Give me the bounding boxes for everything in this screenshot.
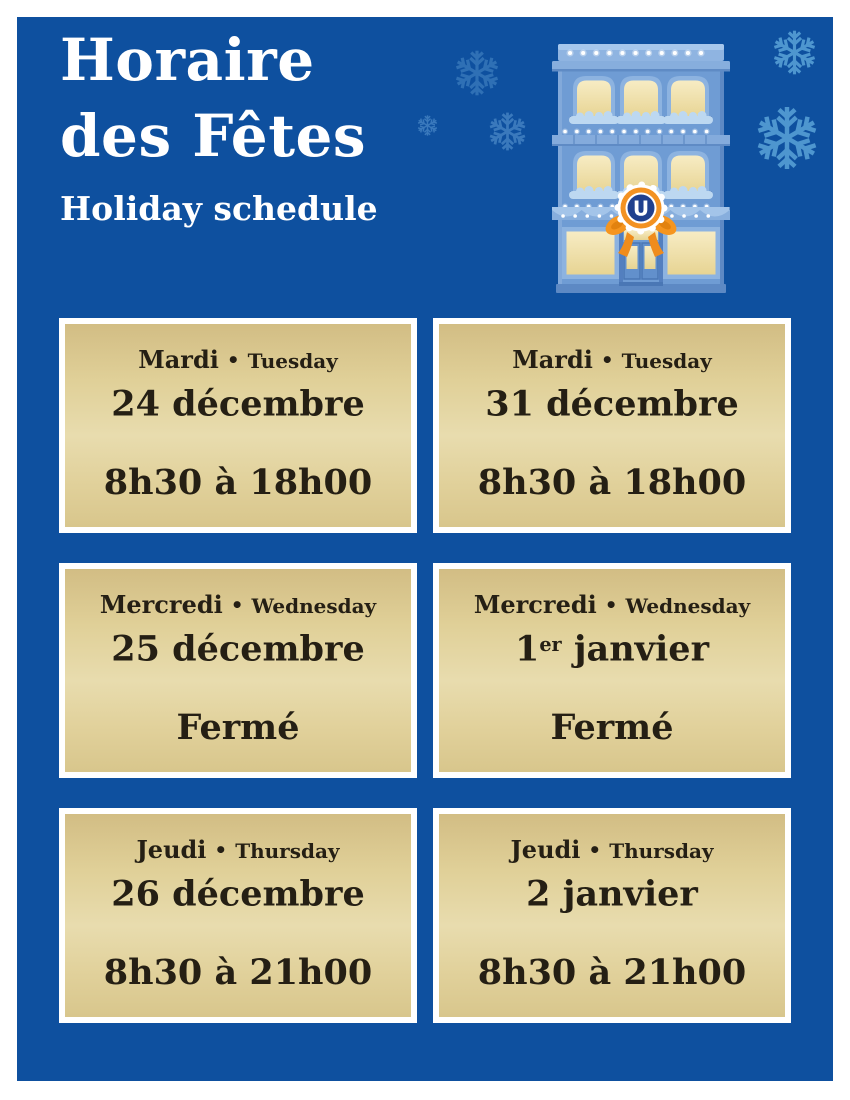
card-day-line: Mardi • Tuesday [138,345,338,376]
bullet-separator: • [588,838,602,862]
card-date: 24 décembre [111,383,365,425]
card-date: 2 janvier [526,873,698,915]
snowflake-icon [454,50,500,96]
day-french: Mardi [512,345,593,374]
day-english: Tuesday [247,349,338,373]
day-french: Mercredi [473,590,597,619]
card-hours: 8h30 à 18h00 [103,462,373,503]
card-day-line: Mercredi • Wednesday [100,590,376,621]
snowflake-icon [772,30,817,75]
day-french: Jeudi [136,835,207,864]
bullet-separator: • [604,593,618,617]
day-french: Jeudi [510,835,581,864]
bullet-separator: • [226,348,240,372]
card-hours: 8h30 à 21h00 [477,952,747,993]
day-french: Mercredi [99,590,223,619]
card-day-line: Mardi • Tuesday [512,345,712,376]
schedule-card: Jeudi • Thursday 26 décembre 8h30 à 21h00 [59,808,417,1023]
card-date: 31 décembre [485,383,739,425]
day-english: Wednesday [625,594,751,618]
day-english: Thursday [609,839,714,863]
day-english: Tuesday [621,349,712,373]
schedule-card: Jeudi • Thursday 2 janvier 8h30 à 21h00 [433,808,791,1023]
schedule-card: Mardi • Tuesday 24 décembre 8h30 à 18h00 [59,318,417,533]
bullet-separator: • [600,348,614,372]
poster-subtitle: Holiday schedule [60,189,378,228]
poster-title-line2: des Fêtes [60,102,367,170]
card-date: 1er janvier [514,628,710,670]
storefront-illustration: U [552,44,730,293]
card-hours: 8h30 à 21h00 [103,952,373,993]
schedule-card: Mardi • Tuesday 31 décembre 8h30 à 18h00 [433,318,791,533]
poster-title-line1: Horaire [60,26,315,94]
day-english: Thursday [235,839,340,863]
bullet-separator: • [230,593,244,617]
card-hours: Fermé [176,707,300,748]
schedule-card: Mercredi • Wednesday 25 décembre Fermé [59,563,417,778]
card-day-line: Mercredi • Wednesday [474,590,750,621]
snowflake-icon [755,106,819,170]
poster-header: Horaire des Fêtes Holiday schedule [60,22,378,229]
bullet-separator: • [214,838,228,862]
card-day-line: Jeudi • Thursday [136,835,339,866]
day-french: Mardi [138,345,219,374]
schedule-card: Mercredi • Wednesday 1er janvier Fermé [433,563,791,778]
card-date: 25 décembre [111,628,365,670]
card-date: 26 décembre [111,873,365,915]
snowflake-icon [488,112,527,151]
card-day-line: Jeudi • Thursday [510,835,713,866]
card-hours: Fermé [550,707,674,748]
snowflake-icon [417,115,438,136]
store-logo-letter: U [633,197,649,221]
card-hours: 8h30 à 18h00 [477,462,747,503]
store-logo-badge: U [605,181,677,257]
schedule-card-grid: Mardi • Tuesday 24 décembre 8h30 à 18h00 M… [59,318,791,1023]
day-english: Wednesday [251,594,377,618]
